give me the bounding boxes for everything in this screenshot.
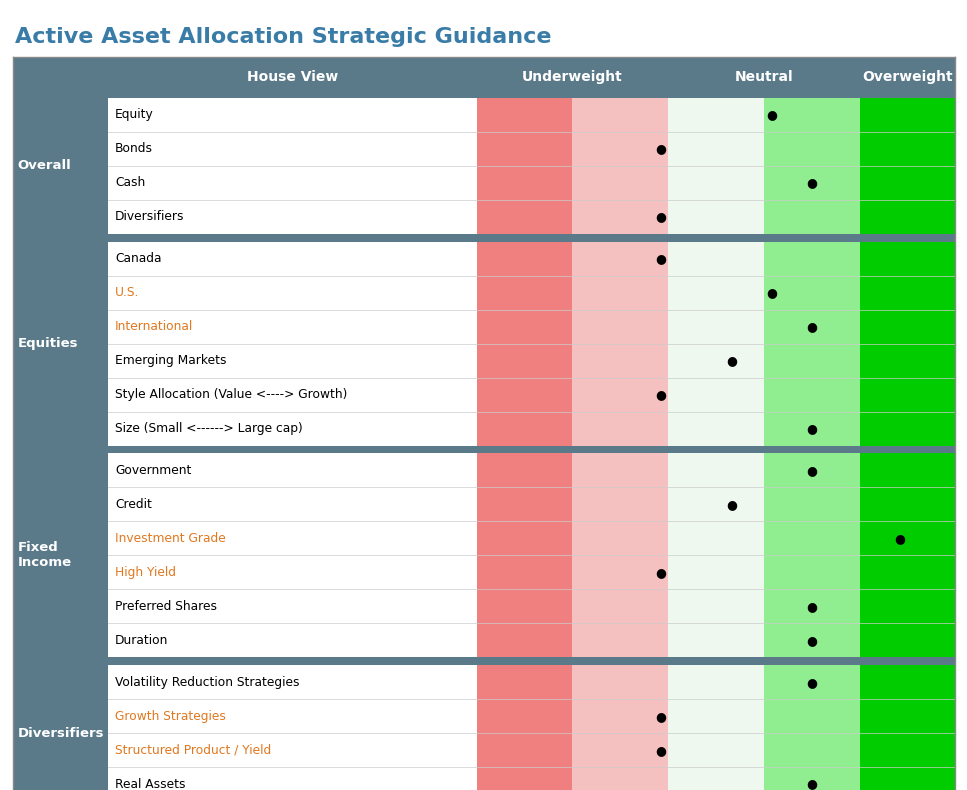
Text: Diversifiers: Diversifiers bbox=[115, 210, 185, 224]
Text: ●: ● bbox=[894, 532, 905, 545]
Text: Duration: Duration bbox=[115, 634, 168, 647]
Text: Structured Product / Yield: Structured Product / Yield bbox=[115, 743, 272, 757]
Text: ●: ● bbox=[806, 634, 817, 647]
Text: Diversifiers: Diversifiers bbox=[17, 727, 103, 739]
Text: ●: ● bbox=[806, 464, 817, 477]
Text: Size (Small <------> Large cap): Size (Small <------> Large cap) bbox=[115, 422, 303, 435]
Text: Emerging Markets: Emerging Markets bbox=[115, 354, 226, 367]
Text: ●: ● bbox=[655, 709, 665, 723]
Text: Active Asset Allocation Strategic Guidance: Active Asset Allocation Strategic Guidan… bbox=[15, 27, 552, 47]
Text: ●: ● bbox=[655, 210, 665, 224]
Text: Style Allocation (Value <----> Growth): Style Allocation (Value <----> Growth) bbox=[115, 388, 347, 401]
Text: ●: ● bbox=[656, 142, 666, 156]
Text: ●: ● bbox=[766, 108, 777, 122]
Text: ●: ● bbox=[726, 354, 738, 367]
Text: Government: Government bbox=[115, 464, 191, 477]
Text: Cash: Cash bbox=[115, 176, 145, 190]
Text: ●: ● bbox=[655, 388, 665, 401]
Text: House View: House View bbox=[247, 70, 338, 85]
Text: Fixed
Income: Fixed Income bbox=[17, 541, 72, 570]
Text: U.S.: U.S. bbox=[115, 286, 139, 299]
Text: Investment Grade: Investment Grade bbox=[115, 532, 226, 545]
Text: Neutral: Neutral bbox=[735, 70, 793, 85]
Text: Overweight: Overweight bbox=[863, 70, 952, 85]
Text: ●: ● bbox=[806, 176, 817, 190]
Text: ●: ● bbox=[766, 286, 777, 299]
Text: ●: ● bbox=[656, 252, 666, 265]
Text: ●: ● bbox=[655, 566, 665, 579]
Text: High Yield: High Yield bbox=[115, 566, 176, 579]
Text: Preferred Shares: Preferred Shares bbox=[115, 600, 217, 613]
Text: Credit: Credit bbox=[115, 498, 152, 511]
Text: ●: ● bbox=[806, 777, 817, 790]
Text: Equities: Equities bbox=[17, 337, 78, 350]
Text: Canada: Canada bbox=[115, 252, 161, 265]
Text: ●: ● bbox=[806, 675, 817, 689]
Text: ●: ● bbox=[655, 743, 665, 757]
Text: ●: ● bbox=[806, 600, 817, 613]
Text: Growth Strategies: Growth Strategies bbox=[115, 709, 226, 723]
Text: ●: ● bbox=[726, 498, 738, 511]
Text: Underweight: Underweight bbox=[522, 70, 623, 85]
Text: Volatility Reduction Strategies: Volatility Reduction Strategies bbox=[115, 675, 300, 689]
Text: Real Assets: Real Assets bbox=[115, 777, 186, 790]
Text: Overall: Overall bbox=[17, 160, 72, 172]
Text: ●: ● bbox=[806, 422, 817, 435]
Text: Bonds: Bonds bbox=[115, 142, 153, 156]
Text: International: International bbox=[115, 320, 193, 333]
Text: Equity: Equity bbox=[115, 108, 154, 122]
Text: ●: ● bbox=[806, 320, 817, 333]
